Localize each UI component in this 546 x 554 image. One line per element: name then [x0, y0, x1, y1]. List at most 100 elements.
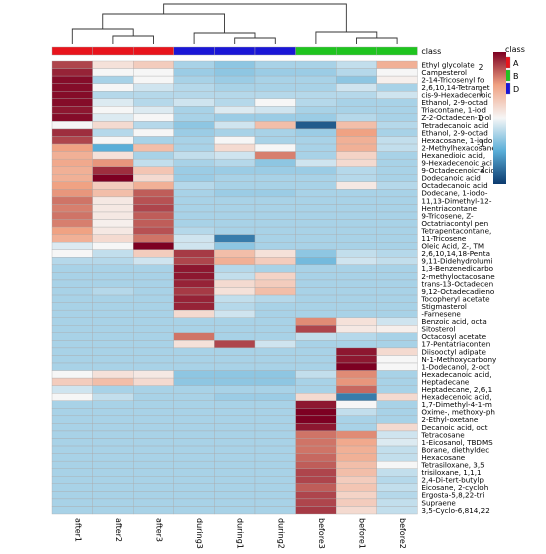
heatmap-cell — [336, 196, 377, 205]
heatmap-cell — [376, 294, 418, 303]
row-label: Heptadecane, 2,6,1 — [421, 385, 492, 394]
column-label: during1 — [236, 518, 245, 549]
heatmap-cell — [254, 309, 296, 318]
heatmap-cell — [92, 257, 134, 266]
heatmap-cell — [336, 476, 377, 484]
heatmap-cell — [133, 113, 174, 122]
heatmap-cell — [133, 491, 174, 500]
heatmap-cell — [133, 430, 174, 439]
heatmap-cell — [254, 98, 296, 107]
heatmap-cell — [173, 83, 215, 92]
heatmap-cell — [295, 204, 337, 213]
heatmap-cell — [254, 83, 296, 92]
row-label: 17-Pentatriaconten — [421, 340, 490, 349]
row-label: trans-13-Octadecen — [421, 279, 493, 288]
row-label: Tocopheryl acetate — [420, 294, 490, 303]
heatmap-cell — [92, 393, 134, 401]
heatmap-cell — [214, 506, 256, 515]
heatmap-cell — [254, 445, 296, 454]
row-label: 9-Tricosene, Z- — [421, 211, 474, 220]
color-scale-tick: 2 — [479, 63, 484, 72]
heatmap-cell — [254, 189, 296, 198]
heatmap-cell — [133, 98, 174, 107]
heatmap-cell — [254, 491, 296, 500]
heatmap-cell — [376, 445, 418, 454]
row-label: -Farnesene — [421, 310, 461, 319]
heatmap-cell — [92, 121, 134, 130]
heatmap-cell — [173, 453, 215, 462]
heatmap-cell — [376, 393, 418, 401]
row-label: Hexacosane, 1-iodo — [421, 136, 492, 145]
heatmap-cell — [133, 400, 174, 409]
heatmap-cell — [376, 68, 418, 77]
heatmap-cell — [254, 506, 296, 515]
heatmap-cell — [376, 219, 418, 228]
heatmap-cell — [254, 408, 296, 417]
row-label: 2,6,10,14,18-Penta — [421, 249, 490, 258]
heatmap-cell — [254, 174, 296, 182]
heatmap-cell — [51, 264, 93, 273]
heatmap-cell — [336, 317, 377, 326]
heatmap-cell — [336, 415, 377, 424]
heatmap-cell — [51, 325, 93, 333]
heatmap-cell — [173, 491, 215, 500]
heatmap-cell — [133, 476, 174, 484]
heatmap-cell — [336, 219, 377, 228]
heatmap-cell — [376, 174, 418, 182]
heatmap-cell — [133, 377, 174, 386]
heatmap-cell — [51, 91, 93, 99]
heatmap-cell — [173, 151, 215, 160]
heatmap-cell — [336, 272, 377, 281]
heatmap-cell — [254, 415, 296, 424]
heatmap-cell — [133, 468, 174, 477]
heatmap-cell — [133, 483, 174, 492]
heatmap-cell — [336, 143, 377, 152]
column-label: before3 — [317, 518, 326, 549]
heatmap-cell — [51, 128, 93, 137]
heatmap-cell — [214, 309, 256, 318]
row-label: 9,11-Didehydrolumi — [421, 257, 492, 266]
heatmap-cell — [51, 279, 93, 288]
heatmap-cell — [254, 385, 296, 394]
heatmap-cell — [376, 438, 418, 447]
heatmap-cell — [173, 332, 215, 341]
heatmap-cell — [336, 166, 377, 175]
heatmap-cell — [336, 113, 377, 122]
row-label: Tetradecanoic acid — [420, 121, 488, 130]
heatmap-cell — [336, 174, 377, 182]
heatmap-cell — [173, 234, 215, 243]
heatmap-cell — [214, 325, 256, 333]
heatmap-cell — [295, 332, 337, 341]
heatmap-cell — [173, 226, 215, 235]
heatmap-cell — [295, 506, 337, 515]
heatmap-cell — [376, 143, 418, 152]
heatmap-cell — [336, 226, 377, 235]
heatmap-cell — [173, 423, 215, 432]
heatmap-cell — [51, 423, 93, 432]
row-label: 2,6,10,14-Tetramet — [421, 83, 489, 92]
row-label: 2,4-Di-tert-butylp — [421, 476, 484, 485]
heatmap-cell — [214, 75, 256, 84]
heatmap-cell — [173, 68, 215, 77]
heatmap-cell — [295, 83, 337, 92]
heatmap-cell — [51, 226, 93, 235]
heatmap-cell — [133, 438, 174, 447]
heatmap-cell — [336, 158, 377, 167]
heatmap-cell — [376, 166, 418, 175]
heatmap-cell — [376, 377, 418, 386]
heatmap-cell — [51, 309, 93, 318]
heatmap-cell — [92, 370, 134, 379]
class-bar-cell — [336, 46, 378, 56]
heatmap-cell — [92, 226, 134, 235]
heatmap-cell — [254, 60, 296, 69]
heatmap-cell — [51, 491, 93, 500]
heatmap-cell — [214, 189, 256, 198]
heatmap-cell — [214, 377, 256, 386]
heatmap-cell — [133, 506, 174, 515]
heatmap-cell — [133, 151, 174, 160]
heatmap-cell — [51, 75, 93, 84]
heatmap-cell — [214, 294, 256, 303]
heatmap-cell — [295, 491, 337, 500]
heatmap-cell — [92, 106, 134, 115]
heatmap-cell — [254, 264, 296, 273]
